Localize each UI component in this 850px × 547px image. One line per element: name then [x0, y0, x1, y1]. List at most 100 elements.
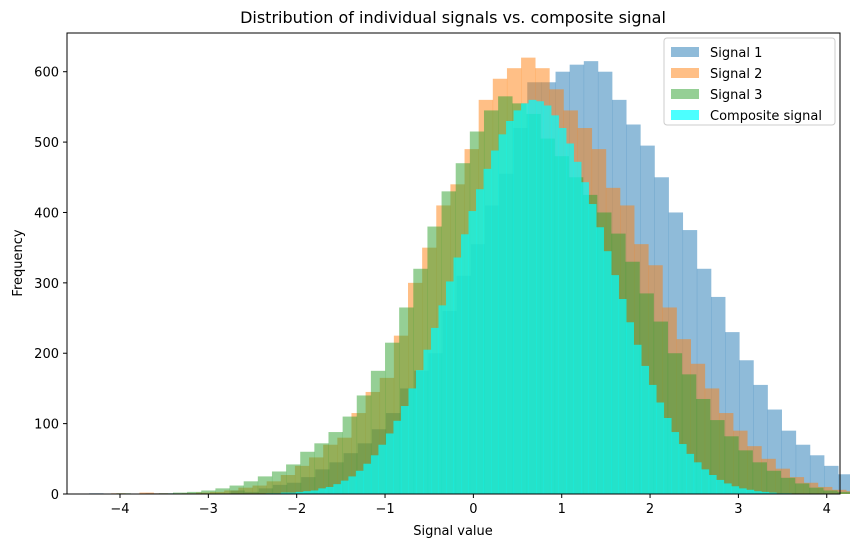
- legend-label: Signal 3: [710, 88, 762, 103]
- histogram-bar: [753, 491, 762, 494]
- histogram-bar: [581, 182, 589, 494]
- legend-box: [663, 37, 836, 126]
- histogram-bar: [333, 484, 342, 494]
- histogram-bar: [724, 436, 739, 494]
- x-tick-label: −1: [375, 502, 394, 517]
- series-4-bars: [265, 99, 792, 495]
- histogram-bar: [201, 490, 216, 494]
- histogram-bar: [596, 227, 604, 494]
- histogram-bar: [626, 322, 635, 494]
- histogram-bar: [671, 432, 680, 494]
- histogram-bar: [656, 402, 665, 494]
- histogram-bar: [370, 455, 379, 494]
- legend-swatch: [671, 110, 699, 120]
- histogram-bar: [468, 211, 477, 494]
- histogram-bar: [229, 485, 244, 494]
- histogram-bar: [355, 470, 364, 494]
- x-axis-ticks: −4 −3 −2 −1 0 1 2 3 4: [110, 494, 831, 517]
- histogram-bar: [823, 490, 838, 494]
- histogram-bar: [566, 143, 574, 494]
- histogram-bar: [794, 483, 810, 494]
- histogram-bar: [641, 365, 650, 494]
- histogram-bar: [498, 134, 507, 494]
- histogram-bar: [476, 189, 484, 494]
- histogram-bar: [173, 492, 188, 494]
- y-tick-label: 300: [34, 277, 59, 292]
- histogram-bar: [761, 491, 770, 494]
- histogram-bar: [318, 488, 327, 494]
- histogram-bar: [618, 299, 627, 494]
- histogram-bar: [215, 488, 230, 494]
- histogram-bar: [378, 444, 387, 494]
- histogram-bar: [752, 462, 767, 494]
- y-axis-label: Frequency: [11, 229, 26, 296]
- histogram-bar: [551, 115, 559, 494]
- y-tick-label: 100: [34, 418, 59, 433]
- histogram-bar: [187, 491, 202, 494]
- histogram-bar: [723, 483, 732, 494]
- legend-swatch: [671, 89, 699, 99]
- histogram-bar: [453, 257, 462, 494]
- x-tick-label: −3: [199, 502, 218, 517]
- histogram-bar: [295, 491, 304, 494]
- legend-swatch: [671, 68, 699, 78]
- bars-layer: [89, 57, 850, 495]
- histogram-bar: [257, 476, 273, 494]
- histogram-bar: [300, 451, 315, 494]
- histogram-bar: [491, 150, 499, 495]
- histogram-bar: [415, 370, 424, 494]
- x-tick-label: 0: [469, 502, 477, 517]
- histogram-bar: [686, 453, 695, 494]
- histogram-bar: [328, 432, 343, 494]
- histogram-bar: [430, 327, 439, 494]
- histogram-bar: [445, 281, 454, 494]
- x-tick-label: 4: [823, 502, 831, 517]
- histogram-bar: [513, 110, 522, 495]
- x-tick-label: 2: [646, 502, 654, 517]
- y-tick-label: 0: [51, 488, 59, 503]
- histogram-bar: [385, 433, 394, 494]
- histogram-bar: [536, 101, 544, 495]
- x-axis-label: Signal value: [413, 524, 493, 539]
- y-axis-ticks: 0 100 200 300 400 500 600: [34, 66, 67, 503]
- y-tick-label: 200: [34, 347, 59, 362]
- legend-label: Signal 2: [710, 67, 762, 82]
- y-tick-label: 500: [34, 136, 59, 151]
- histogram-bar: [461, 234, 469, 495]
- legend-item: Signal 2: [671, 67, 762, 82]
- histogram-bar: [603, 251, 612, 494]
- legend-item: Signal 3: [671, 88, 762, 103]
- x-tick-label: −4: [110, 502, 129, 517]
- histogram-bar: [340, 480, 349, 494]
- histogram-bar: [766, 470, 782, 494]
- histogram-bar: [738, 450, 753, 494]
- histogram-bar: [363, 463, 372, 494]
- histogram-bar: [716, 479, 725, 494]
- histogram-bar: [342, 416, 358, 494]
- histogram-bar: [243, 481, 259, 494]
- histogram-bar: [528, 99, 537, 495]
- histogram-bar: [837, 491, 850, 494]
- histogram-bar: [393, 420, 402, 494]
- histogram-bar: [809, 487, 824, 494]
- histogram-bar: [633, 344, 642, 494]
- histogram-bar: [746, 489, 755, 494]
- histogram-bar: [663, 417, 672, 494]
- histogram-bar: [543, 105, 552, 495]
- histogram-bar: [573, 161, 582, 495]
- legend: Signal 1 Signal 2 Signal 3 Composite signal: [663, 37, 836, 126]
- histogram-bar: [310, 490, 319, 494]
- histogram-bar: [314, 443, 329, 494]
- histogram-bar: [286, 464, 301, 494]
- histogram-bar: [288, 492, 297, 494]
- x-tick-label: 1: [558, 502, 566, 517]
- legend-item: Signal 1: [671, 46, 762, 61]
- y-tick-label: 600: [34, 66, 59, 81]
- histogram-bar: [768, 492, 777, 494]
- histogram-bar: [438, 305, 447, 494]
- histogram-bar: [400, 406, 409, 494]
- histogram-bar: [780, 477, 796, 494]
- histogram-bar: [738, 488, 747, 494]
- legend-swatch: [671, 47, 699, 57]
